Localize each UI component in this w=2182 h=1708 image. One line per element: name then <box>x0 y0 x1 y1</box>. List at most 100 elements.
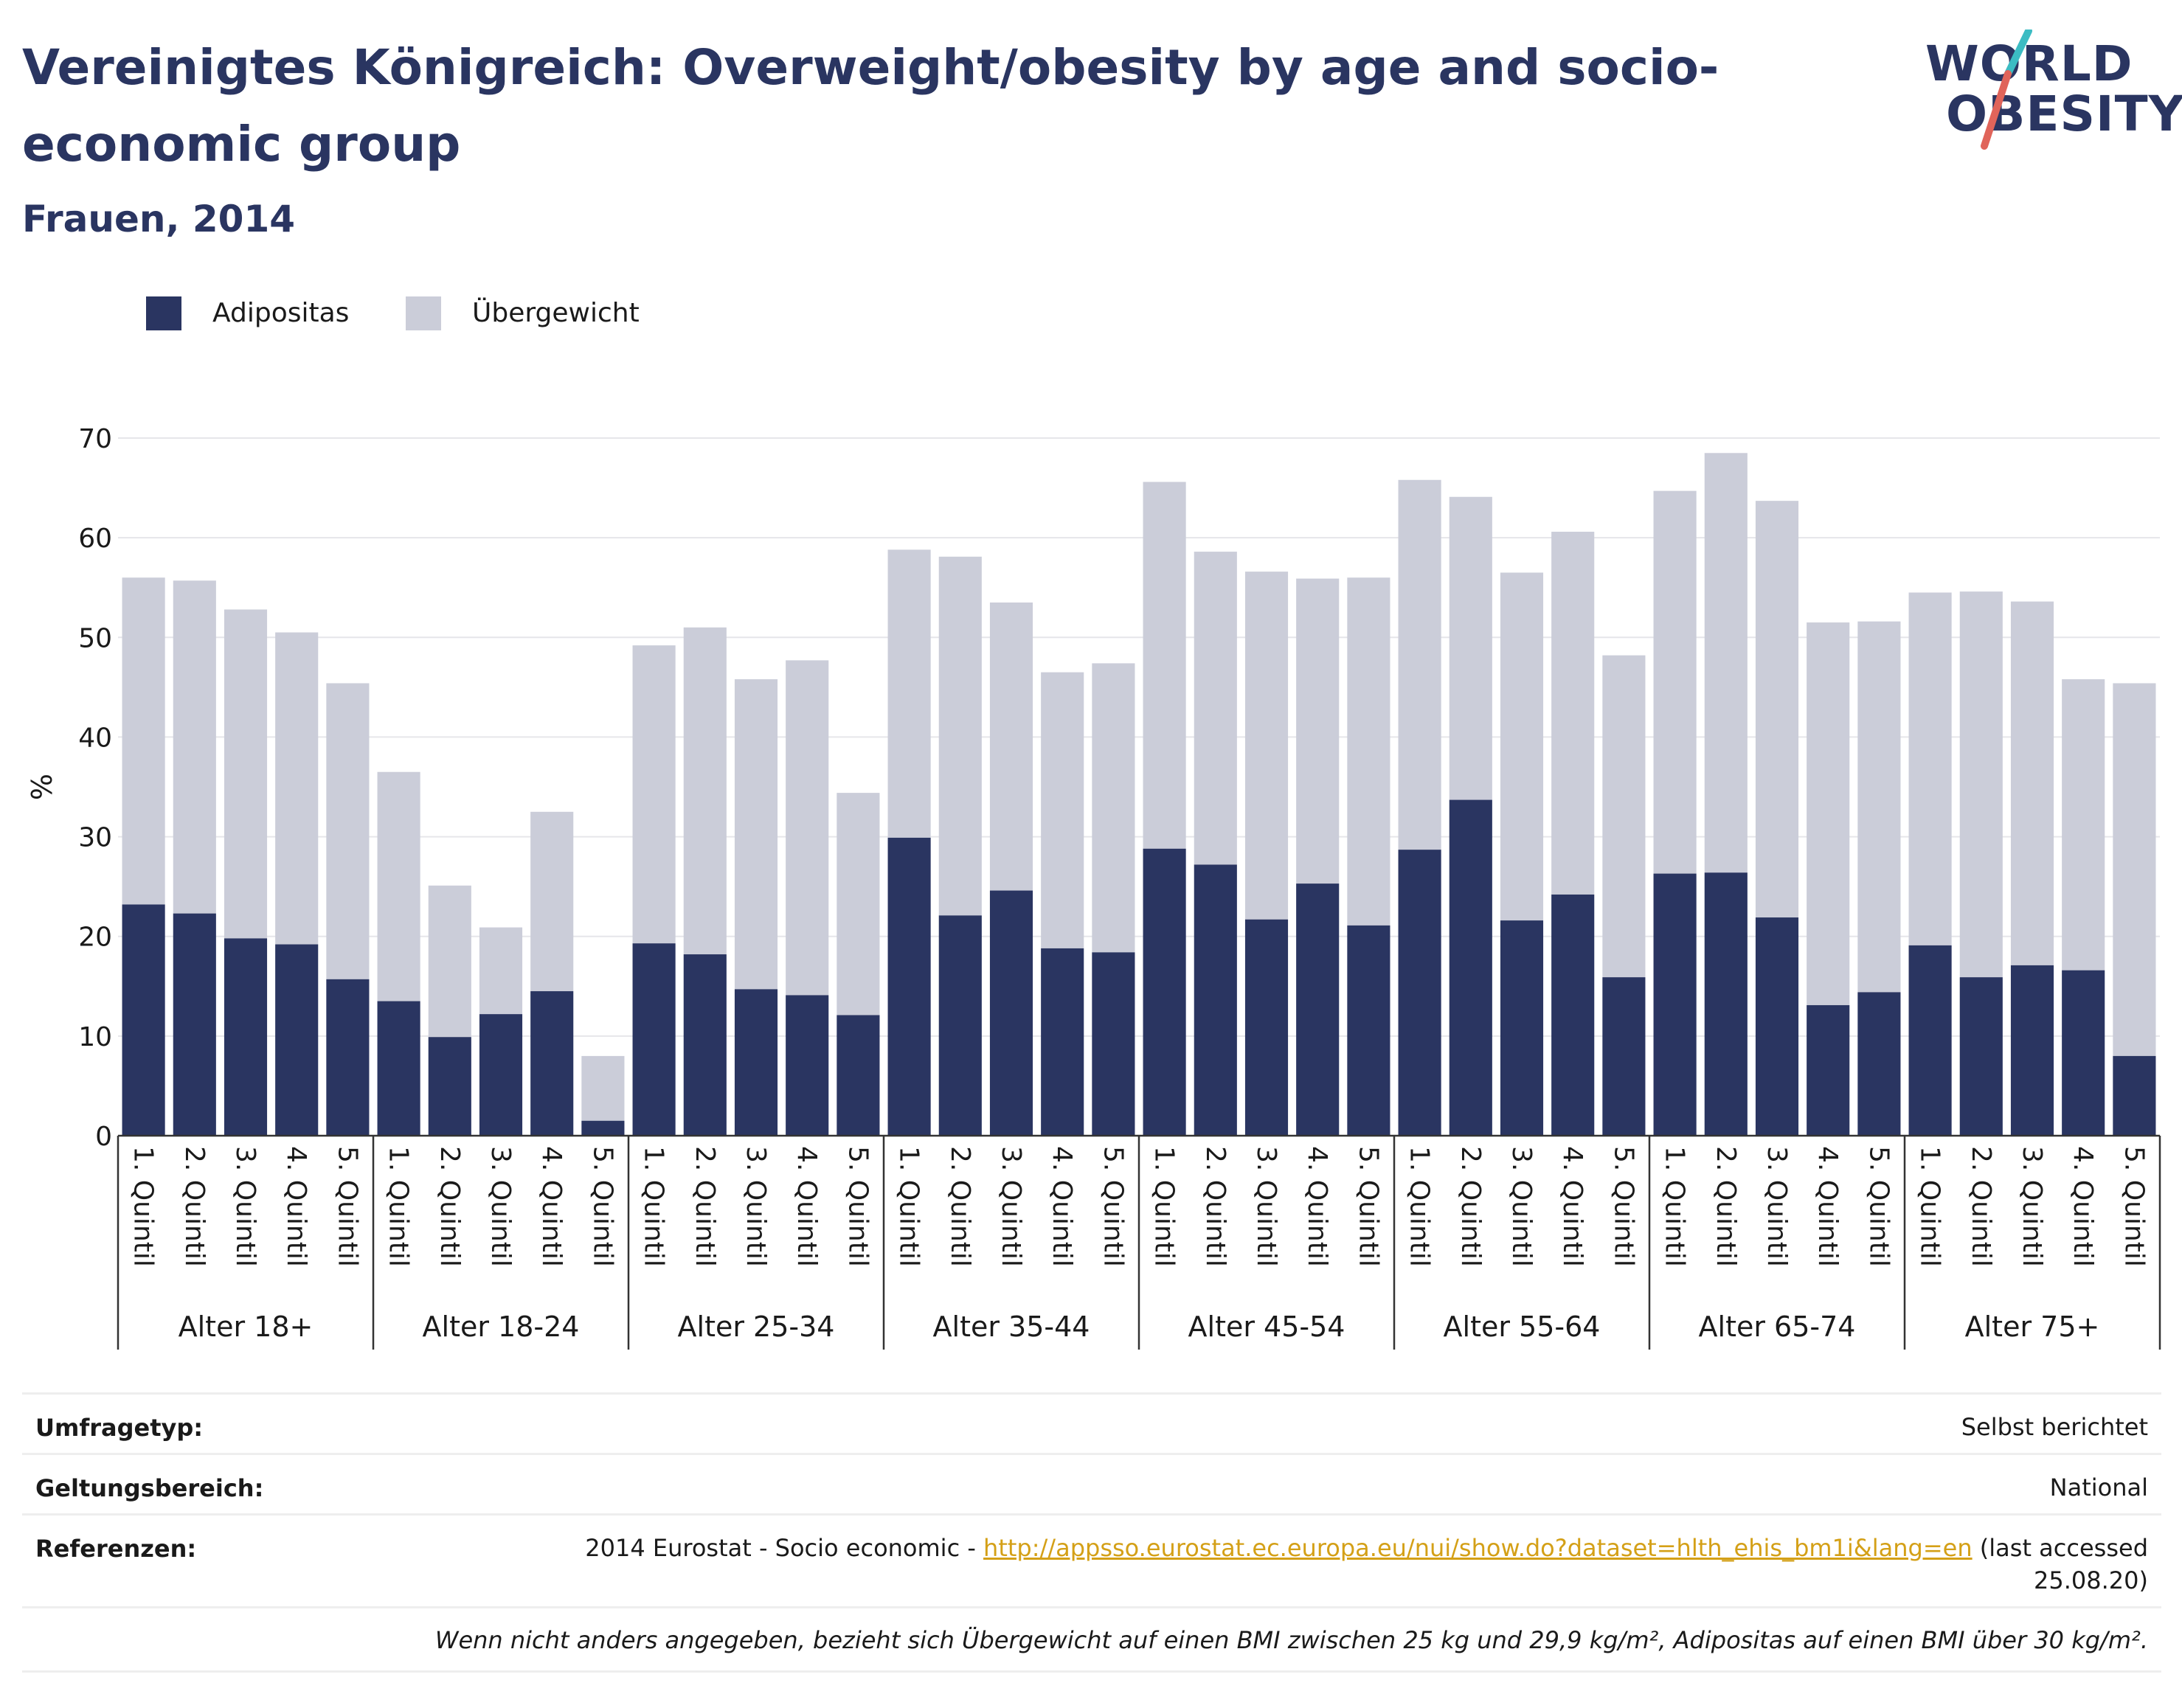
bar-adipositas <box>377 1001 420 1136</box>
y-tick-label: 60 <box>78 524 112 554</box>
x-tick-label: 5. Quintil <box>332 1146 362 1267</box>
bar-chart: 0 10 20 30 40 50 60 70% 1. Quintil 2. Quintil 3. Q… <box>26 424 2161 1350</box>
bar-uebergewicht <box>1143 482 1186 849</box>
bar-adipositas <box>581 1120 625 1136</box>
x-tick-label: 2. Quintil <box>690 1146 720 1267</box>
bar-adipositas <box>683 954 727 1136</box>
bar-uebergewicht <box>1551 532 1595 895</box>
bar-uebergewicht <box>2062 679 2105 971</box>
legend-swatch-uebergewicht <box>406 296 441 330</box>
bar-adipositas <box>479 1014 523 1136</box>
x-tick-label: 5. Quintil <box>1608 1146 1638 1267</box>
references-link[interactable]: http://appsso.eurostat.ec.europa.eu/nui/… <box>983 1534 1973 1562</box>
y-tick-label: 0 <box>95 1122 112 1152</box>
y-tick-label: 10 <box>78 1022 112 1052</box>
references-suffix: (last accessed <box>1972 1534 2148 1562</box>
bar-adipositas <box>2113 1055 2156 1136</box>
bar-adipositas <box>1244 919 1289 1136</box>
x-tick-label: 5. Quintil <box>587 1146 617 1267</box>
bar-uebergewicht <box>786 660 829 996</box>
x-tick-label: 2. Quintil <box>1200 1146 1230 1267</box>
bar-adipositas <box>1755 917 1799 1136</box>
bar-adipositas <box>632 943 676 1136</box>
references-date: 25.08.20) <box>2034 1566 2148 1594</box>
info-row-footnote: Wenn nicht anders angegeben, bezieht sic… <box>22 1606 2161 1673</box>
bar-uebergewicht <box>1653 490 1697 874</box>
x-tick-label: 1. Quintil <box>1915 1146 1945 1267</box>
chart-title: Vereinigtes Königreich: Overweight/obesi… <box>22 39 1719 173</box>
info-row-survey: Umfragetyp: Selbst berichtet <box>22 1392 2161 1455</box>
bar-adipositas <box>1602 977 1646 1136</box>
legend-swatch-adipositas <box>146 296 181 330</box>
group-label: Alter 18+ <box>179 1310 314 1343</box>
x-tick-label: 5. Quintil <box>842 1146 873 1267</box>
bar-adipositas <box>122 904 165 1136</box>
scope-label: Geltungsbereich: <box>35 1474 264 1502</box>
bar-uebergewicht <box>887 549 931 838</box>
bar-adipositas <box>1041 948 1084 1136</box>
x-tick-label: 2. Quintil <box>1966 1146 1996 1267</box>
bar-adipositas <box>1959 977 2003 1136</box>
bar-uebergewicht <box>1704 453 1748 873</box>
x-tick-label: 4. Quintil <box>1557 1146 1587 1267</box>
references-label: Referenzen: <box>35 1535 197 1563</box>
bar-adipositas <box>1807 1004 1850 1136</box>
bar-uebergewicht <box>1244 572 1289 920</box>
info-row-references: Referenzen: 2014 Eurostat - Socio econom… <box>22 1513 2161 1608</box>
x-tick-label: 1. Quintil <box>1660 1146 1690 1267</box>
y-tick-label: 30 <box>78 823 112 853</box>
bar-uebergewicht <box>275 632 319 945</box>
x-tick-label: 3. Quintil <box>230 1146 260 1267</box>
bar-uebergewicht <box>1602 655 1646 978</box>
bar-uebergewicht <box>837 793 880 1016</box>
bar-adipositas <box>786 995 829 1136</box>
bar-uebergewicht <box>632 645 676 944</box>
bar-uebergewicht <box>122 577 165 905</box>
references-value: 2014 Eurostat - Socio economic - http://… <box>585 1532 2148 1597</box>
x-tick-label: 5. Quintil <box>2119 1146 2149 1267</box>
y-tick-label: 70 <box>78 424 112 454</box>
x-tick-label: 5. Quintil <box>1353 1146 1383 1267</box>
bar-uebergewicht <box>683 627 727 955</box>
bar-uebergewicht <box>989 602 1033 891</box>
bar-uebergewicht <box>326 683 370 979</box>
bar-adipositas <box>428 1037 471 1136</box>
bar-uebergewicht <box>377 771 420 1001</box>
bar-uebergewicht <box>1755 501 1799 918</box>
bar-uebergewicht <box>479 927 523 1015</box>
bar-uebergewicht <box>530 811 574 992</box>
bar-adipositas <box>326 979 370 1136</box>
x-tick-label: 4. Quintil <box>1812 1146 1843 1267</box>
bar-uebergewicht <box>1296 578 1340 884</box>
bar-adipositas <box>224 938 268 1136</box>
x-tick-label: 3. Quintil <box>2017 1146 2047 1267</box>
bar-uebergewicht <box>1959 591 2003 978</box>
x-tick-label: 2. Quintil <box>1455 1146 1486 1267</box>
x-tick-label: 1. Quintil <box>1149 1146 1180 1267</box>
survey-type-value: Selbst berichtet <box>1961 1413 2148 1441</box>
group-label: Alter 18-24 <box>423 1310 580 1343</box>
bar-uebergewicht <box>173 580 216 914</box>
x-tick-label: 1. Quintil <box>1405 1146 1435 1267</box>
bar-adipositas <box>989 890 1033 1136</box>
bar-uebergewicht <box>1194 552 1237 865</box>
bar-adipositas <box>2010 965 2054 1136</box>
footnote: Wenn nicht anders angegeben, bezieht sic… <box>434 1626 2148 1654</box>
bar-uebergewicht <box>2010 601 2054 965</box>
group-label: Alter 75+ <box>1965 1310 2100 1343</box>
bar-uebergewicht <box>1807 622 1850 1005</box>
x-tick-label: 1. Quintil <box>384 1146 414 1267</box>
bar-adipositas <box>1347 925 1390 1136</box>
bar-adipositas <box>1143 848 1186 1136</box>
group-label: Alter 25-34 <box>678 1310 835 1343</box>
group-label: Alter 55-64 <box>1444 1310 1601 1343</box>
scope-value: National <box>2049 1473 2148 1502</box>
bar-uebergewicht <box>1398 479 1441 850</box>
x-tick-label: 4. Quintil <box>281 1146 311 1267</box>
bar-adipositas <box>1857 992 1901 1136</box>
x-tick-label: 5. Quintil <box>1863 1146 1894 1267</box>
x-tick-label: 1. Quintil <box>639 1146 669 1267</box>
legend-label-adipositas: Adipositas <box>212 298 350 328</box>
bar-adipositas <box>1092 952 1135 1136</box>
references-prefix: 2014 Eurostat - Socio economic - <box>585 1534 984 1562</box>
